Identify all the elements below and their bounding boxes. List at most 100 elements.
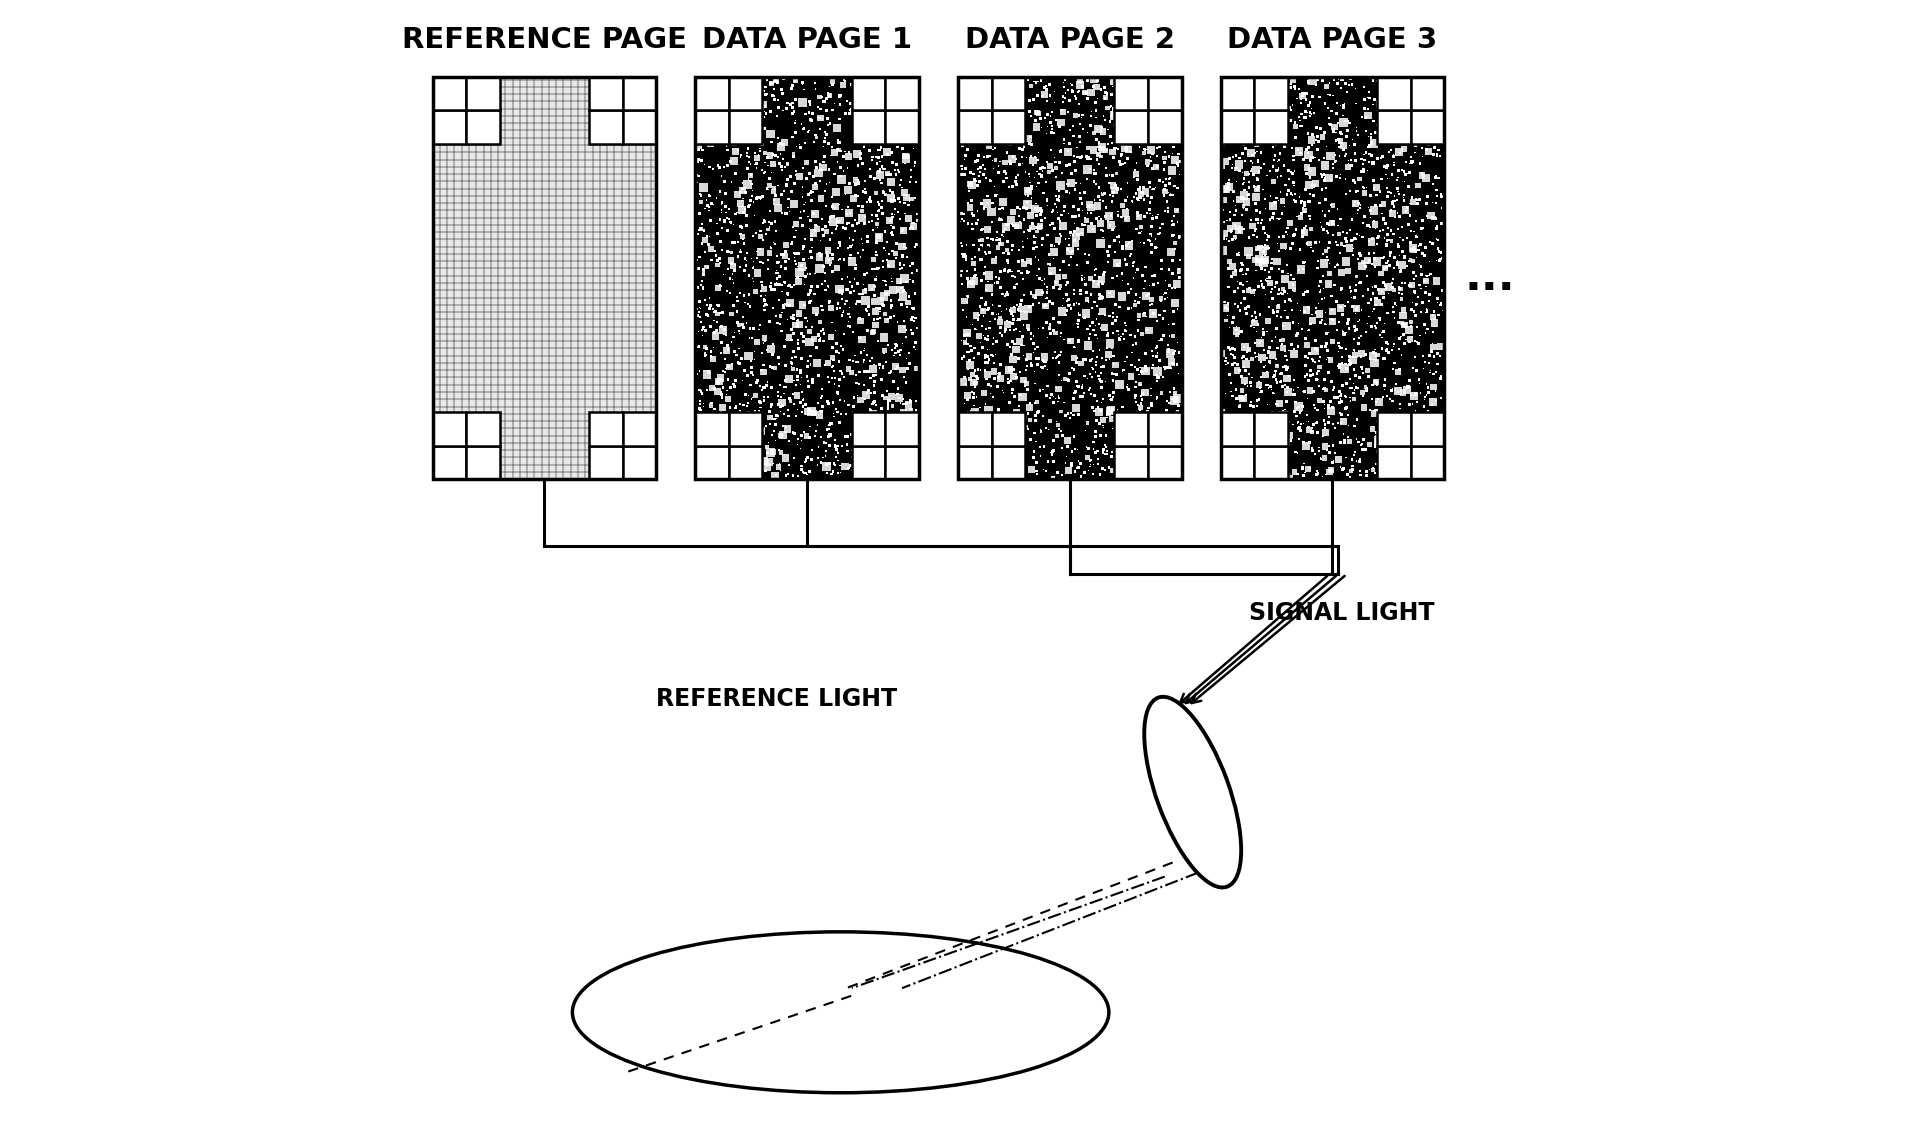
Point	[868, 329, 899, 347]
Point	[1341, 267, 1372, 285]
Point	[768, 296, 799, 314]
Point	[1289, 303, 1320, 321]
Point	[822, 218, 853, 236]
Point	[761, 71, 791, 89]
Point	[692, 406, 722, 425]
Point	[1284, 419, 1314, 437]
Point	[1368, 133, 1399, 151]
Point	[971, 187, 1002, 205]
Point	[1048, 88, 1079, 106]
Point	[1312, 239, 1343, 257]
Point	[768, 245, 799, 263]
Point	[1029, 297, 1060, 315]
Point	[864, 259, 895, 277]
Point	[987, 441, 1017, 459]
Point	[1153, 342, 1184, 360]
Point	[1291, 164, 1322, 182]
Point	[1015, 252, 1046, 270]
Point	[864, 152, 895, 170]
Point	[839, 171, 870, 189]
Point	[1019, 200, 1050, 218]
Point	[876, 216, 906, 234]
Point	[772, 277, 803, 295]
Point	[1293, 421, 1324, 439]
Point	[1314, 169, 1345, 187]
Point	[979, 363, 1010, 381]
Point	[1322, 74, 1353, 92]
Point	[787, 240, 818, 258]
Point	[824, 212, 855, 230]
Point	[1339, 171, 1370, 189]
Point	[1295, 211, 1326, 229]
Point	[701, 296, 732, 314]
Point	[1111, 437, 1142, 455]
Point	[960, 403, 991, 421]
Point	[703, 374, 734, 392]
Point	[1368, 405, 1399, 423]
Point	[749, 332, 780, 350]
Point	[1144, 306, 1175, 324]
Point	[1406, 258, 1437, 276]
Point	[1106, 253, 1136, 271]
Point	[738, 259, 768, 277]
Point	[724, 93, 755, 111]
Bar	[1220, 446, 1255, 480]
Point	[720, 256, 751, 274]
Point	[1035, 320, 1065, 338]
Point	[856, 423, 887, 441]
Point	[835, 457, 866, 475]
Point	[1376, 141, 1406, 159]
Point	[1106, 463, 1136, 481]
Point	[738, 194, 768, 212]
Point	[945, 113, 975, 131]
Point	[763, 348, 793, 366]
Point	[1345, 196, 1376, 214]
Point	[952, 402, 983, 420]
Point	[962, 369, 992, 387]
Point	[1046, 372, 1077, 390]
Point	[763, 129, 793, 148]
Point	[818, 455, 849, 473]
Point	[1228, 414, 1259, 432]
Point	[851, 208, 881, 226]
Point	[862, 215, 893, 233]
Point	[1353, 216, 1383, 234]
Point	[994, 408, 1025, 426]
Point	[948, 248, 979, 266]
Point	[1395, 153, 1426, 171]
Point	[1318, 388, 1349, 406]
Point	[1242, 122, 1272, 140]
Point	[1071, 253, 1102, 271]
Point	[889, 269, 920, 287]
Point	[1125, 82, 1155, 100]
Point	[879, 131, 910, 149]
Point	[1111, 463, 1142, 481]
Point	[1061, 459, 1092, 477]
Point	[1215, 79, 1245, 97]
Point	[891, 274, 922, 292]
Point	[858, 405, 889, 423]
Point	[1031, 193, 1061, 211]
Point	[1324, 133, 1355, 151]
Bar	[590, 77, 655, 144]
Point	[690, 155, 720, 173]
Point	[1069, 310, 1100, 328]
Point	[1061, 314, 1092, 332]
Point	[1347, 440, 1378, 458]
Point	[757, 346, 787, 364]
Point	[1033, 92, 1063, 110]
Point	[1058, 197, 1088, 215]
Point	[1351, 258, 1381, 276]
Point	[803, 394, 833, 412]
Point	[1215, 150, 1245, 168]
Point	[1157, 265, 1188, 283]
Point	[1015, 430, 1046, 448]
Point	[1075, 83, 1106, 101]
Point	[747, 82, 778, 100]
Point	[1042, 268, 1073, 286]
Point	[1240, 280, 1270, 298]
Point	[1393, 252, 1424, 270]
Point	[1243, 151, 1274, 169]
Point	[1209, 351, 1240, 369]
Point	[826, 291, 856, 309]
